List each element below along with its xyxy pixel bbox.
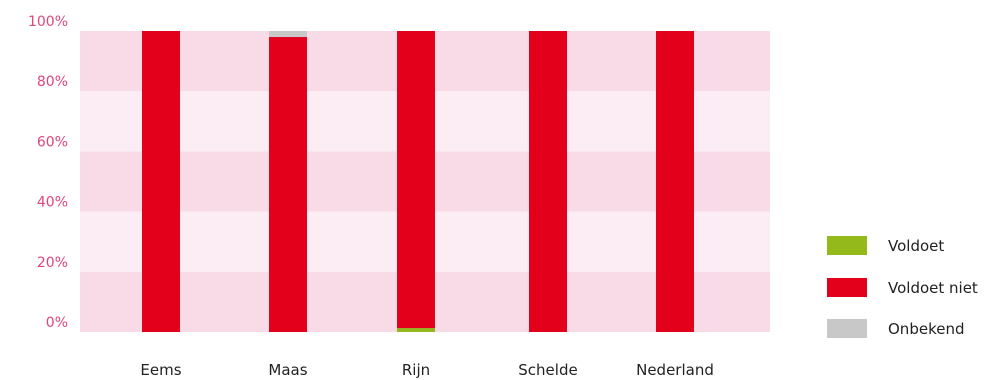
y-tick-label: 60% — [37, 134, 68, 150]
y-tick-label: 80% — [37, 74, 68, 90]
y-axis-ticks: 0% 20% 40% 60% 80% 100% — [28, 14, 68, 331]
legend-swatch — [827, 319, 867, 338]
bar-segment — [269, 31, 307, 38]
legend-swatch — [827, 278, 867, 297]
x-tick-label: Nederland — [636, 361, 714, 379]
bar-segment — [397, 31, 435, 329]
x-tick-label: Rijn — [402, 361, 430, 379]
bar-segment — [142, 31, 180, 332]
legend: Voldoet Voldoet niet Onbekend — [827, 236, 978, 338]
x-tick-label: Maas — [268, 361, 307, 379]
y-tick-label: 40% — [37, 195, 68, 211]
legend-label: Voldoet — [888, 237, 944, 255]
y-tick-label: 20% — [37, 255, 68, 271]
legend-label: Onbekend — [888, 320, 964, 338]
y-tick-label: 100% — [28, 14, 68, 30]
x-tick-label: Eems — [140, 361, 181, 379]
bar-segment — [269, 37, 307, 333]
x-axis-ticks: Eems Maas Rijn Schelde Nederland — [140, 361, 713, 379]
x-tick-label: Schelde — [518, 361, 577, 379]
legend-label: Voldoet niet — [888, 279, 978, 297]
legend-swatch — [827, 236, 867, 255]
y-tick-label: 0% — [46, 315, 68, 331]
bars — [142, 31, 694, 333]
bar-segment — [529, 31, 567, 332]
bar-segment — [656, 31, 694, 332]
bar-segment — [397, 328, 435, 332]
